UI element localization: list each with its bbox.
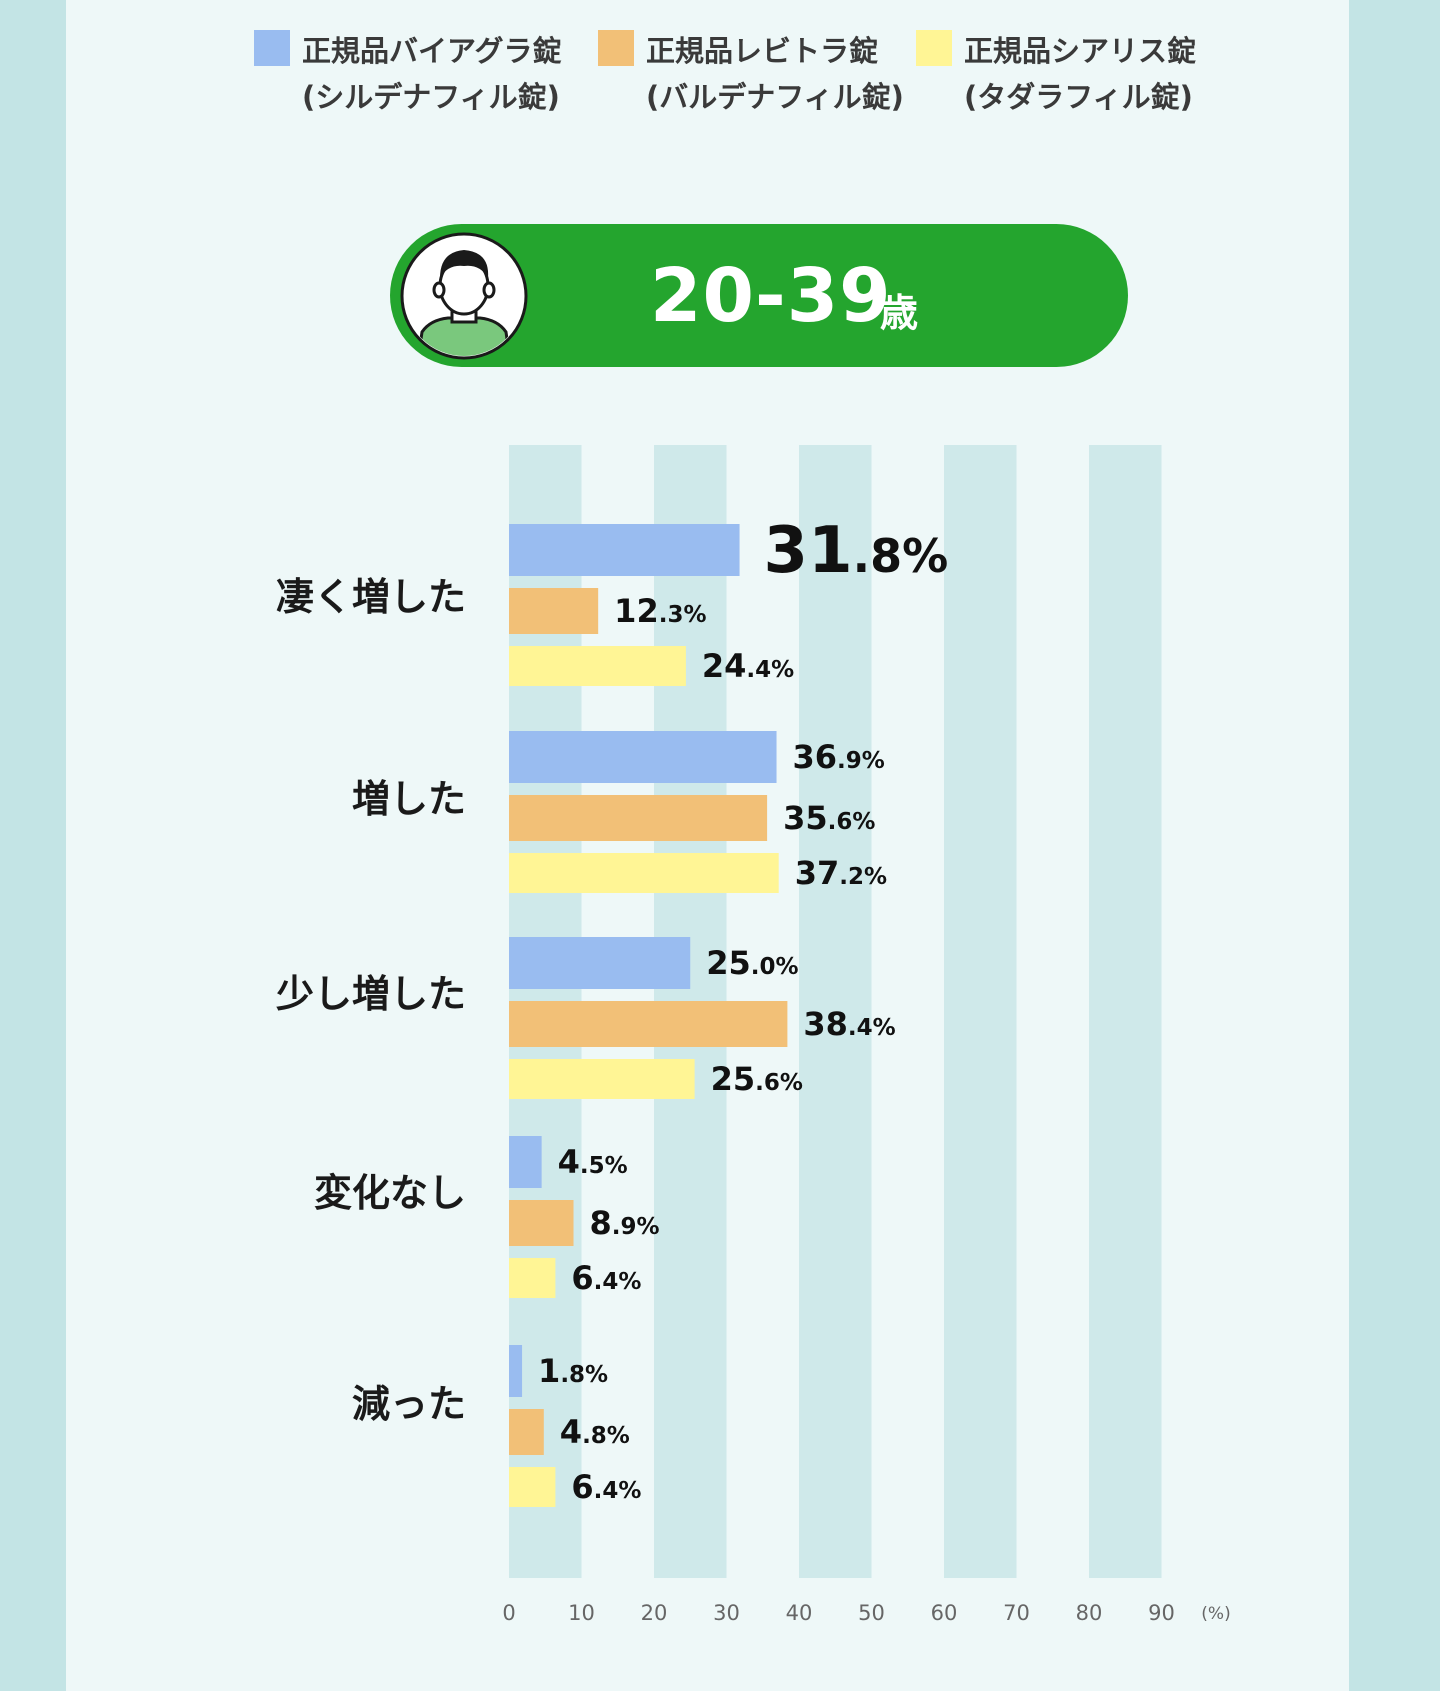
legend-label: 正規品バイアグラ錠 (302, 34, 562, 68)
data-label: 25.6% (711, 1060, 803, 1098)
bar (509, 937, 691, 989)
bar (509, 1258, 556, 1298)
data-label: 37.2% (795, 854, 887, 892)
category-label: 少し増した (276, 972, 466, 1016)
x-tick-label: 80 (1076, 1601, 1103, 1625)
x-tick-label: 0 (502, 1601, 515, 1625)
bar (509, 795, 768, 841)
data-label: 25.0% (706, 944, 798, 982)
grid-band (1089, 445, 1162, 1578)
x-tick-label: 50 (858, 1601, 885, 1625)
age-unit: 歳 (880, 291, 919, 335)
category-label: 増した (352, 777, 466, 821)
legend-swatch (254, 30, 290, 66)
bar (509, 1200, 574, 1246)
x-tick-label: 60 (931, 1601, 958, 1625)
bar (509, 853, 779, 893)
age-range: 20-39 (650, 253, 892, 339)
data-label: 31.8% (764, 514, 949, 588)
data-label: 4.8% (560, 1413, 630, 1451)
category-label: 凄く増した (276, 575, 466, 619)
x-tick-label: 90 (1148, 1601, 1175, 1625)
bar (509, 524, 740, 576)
bar (509, 1345, 523, 1397)
data-label: 38.4% (803, 1005, 895, 1043)
x-tick-label: 40 (786, 1601, 813, 1625)
x-tick-label: 20 (641, 1601, 668, 1625)
bar (509, 1136, 542, 1188)
legend-sublabel: (バルデナフィル錠) (646, 80, 904, 114)
legend-swatch (916, 30, 952, 66)
bar (509, 1467, 556, 1507)
bar (509, 588, 599, 634)
data-label: 12.3% (614, 592, 706, 630)
legend: 正規品バイアグラ錠 (シルデナフィル錠) 正規品レビトラ錠 (バルデナフィル錠)… (0, 30, 1440, 130)
data-label: 1.8% (538, 1352, 608, 1390)
x-tick-label: 70 (1003, 1601, 1030, 1625)
bar (509, 731, 777, 783)
x-axis-unit: (%) (1201, 1604, 1230, 1624)
legend-sublabel: (タダラフィル錠) (964, 80, 1193, 114)
x-tick-label: 30 (713, 1601, 740, 1625)
avatar-icon (400, 232, 528, 360)
legend-label: 正規品シアリス錠 (964, 34, 1197, 68)
x-tick-label: 10 (568, 1601, 595, 1625)
data-label: 6.4% (571, 1259, 641, 1297)
data-label: 24.4% (702, 647, 794, 685)
legend-sublabel: (シルデナフィル錠) (302, 80, 560, 114)
grid-band (944, 445, 1017, 1578)
category-label: 減った (352, 1382, 466, 1426)
data-label: 6.4% (571, 1468, 641, 1506)
category-label: 変化なし (314, 1171, 466, 1215)
data-label: 4.5% (558, 1143, 628, 1181)
bar (509, 1059, 695, 1099)
data-label: 8.9% (590, 1204, 660, 1242)
bar (509, 646, 686, 686)
bar (509, 1409, 544, 1455)
legend-swatch (598, 30, 634, 66)
legend-label: 正規品レビトラ錠 (646, 34, 879, 68)
bar (509, 1001, 788, 1047)
grid-band (799, 445, 872, 1578)
data-label: 36.9% (793, 738, 885, 776)
data-label: 35.6% (783, 799, 875, 837)
